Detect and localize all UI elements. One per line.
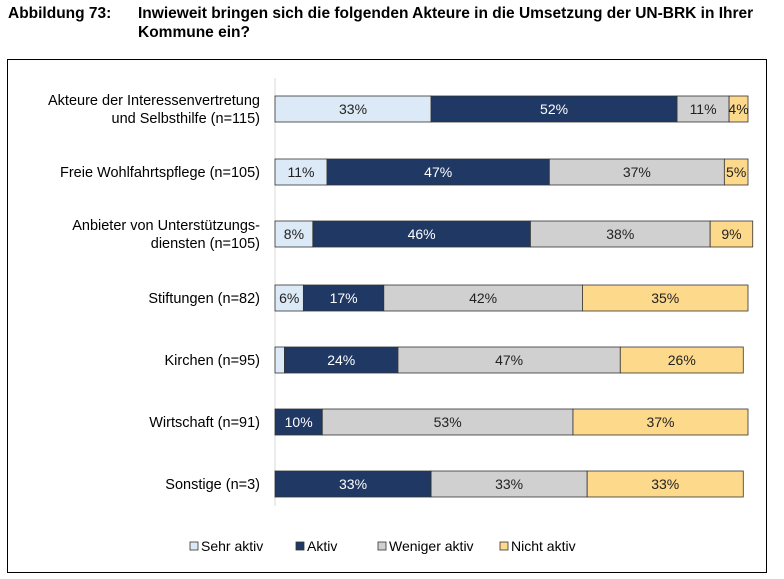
- bar-segment: [274, 220, 314, 248]
- category-label: Freie Wohlfahrtspflege (n=105): [60, 165, 260, 181]
- bar-segment: [728, 95, 749, 123]
- bar-segment: [582, 284, 749, 312]
- bar-segment: [274, 408, 323, 436]
- legend-swatch: [499, 541, 509, 551]
- figure-number: Abbildung 73:: [8, 5, 112, 22]
- bar-segment: [284, 346, 399, 374]
- bar-segment: [619, 346, 744, 374]
- legend-label: Sehr aktiv: [201, 538, 263, 554]
- bar-segment: [430, 95, 678, 123]
- data-label: 46%: [408, 226, 436, 242]
- bar-segment: [274, 95, 432, 123]
- data-label: 33%: [651, 476, 679, 492]
- bar-segment: [430, 470, 588, 498]
- legend-swatch: [377, 541, 387, 551]
- bar-segment: [723, 158, 749, 186]
- category-label: Anbieter von Unterstützungs-diensten (n=…: [72, 218, 260, 252]
- data-label: 33%: [339, 101, 367, 117]
- bar-segment: [274, 346, 285, 374]
- data-label: 52%: [540, 101, 568, 117]
- bar-segment: [302, 284, 385, 312]
- data-label: 47%: [424, 164, 452, 180]
- data-label: 35%: [651, 290, 679, 306]
- data-label: 9%: [721, 226, 741, 242]
- bar-segment: [586, 470, 744, 498]
- data-label: 11%: [690, 101, 717, 117]
- data-label: 42%: [469, 290, 497, 306]
- category-label: Stiftungen (n=82): [148, 291, 260, 307]
- bar-segment: [274, 158, 328, 186]
- data-label: 5%: [726, 164, 746, 180]
- bar-segment: [572, 408, 749, 436]
- legend-label: Nicht aktiv: [511, 538, 576, 554]
- bar-segment: [676, 95, 730, 123]
- data-label: 10%: [285, 414, 313, 430]
- data-label: 37%: [646, 414, 674, 430]
- data-label: 26%: [668, 352, 696, 368]
- data-label: 38%: [606, 226, 634, 242]
- data-label: 6%: [279, 290, 299, 306]
- chart-frame: [7, 59, 767, 573]
- bar-segment: [326, 158, 550, 186]
- category-label: Sonstige (n=3): [165, 477, 260, 493]
- data-label: 33%: [495, 476, 523, 492]
- legend-swatch: [189, 541, 199, 551]
- legend-label: Aktiv: [307, 538, 337, 554]
- data-label: 47%: [495, 352, 523, 368]
- data-label: 11%: [288, 164, 315, 180]
- legend-swatch: [295, 541, 305, 551]
- data-label: 53%: [434, 414, 462, 430]
- bar-segment: [274, 470, 432, 498]
- data-label: 24%: [327, 352, 355, 368]
- bar-segment: [312, 220, 531, 248]
- data-label: 37%: [623, 164, 651, 180]
- legend-label: Weniger aktiv: [389, 538, 474, 554]
- figure-title-text: Inwieweit bringen sich die folgenden Akt…: [138, 5, 754, 41]
- data-label: 4%: [728, 101, 748, 117]
- data-label: 17%: [330, 290, 358, 306]
- data-label: 8%: [284, 226, 304, 242]
- data-label: 33%: [339, 476, 367, 492]
- bar-segment: [397, 346, 621, 374]
- category-label: Akteure der Interessenvertretung und Selb…: [48, 93, 260, 127]
- category-label: Kirchen (n=95): [164, 353, 260, 369]
- category-label: Wirtschaft (n=91): [149, 415, 260, 431]
- bar-segment: [548, 158, 725, 186]
- bar-segment: [709, 220, 754, 248]
- bar-segment: [530, 220, 711, 248]
